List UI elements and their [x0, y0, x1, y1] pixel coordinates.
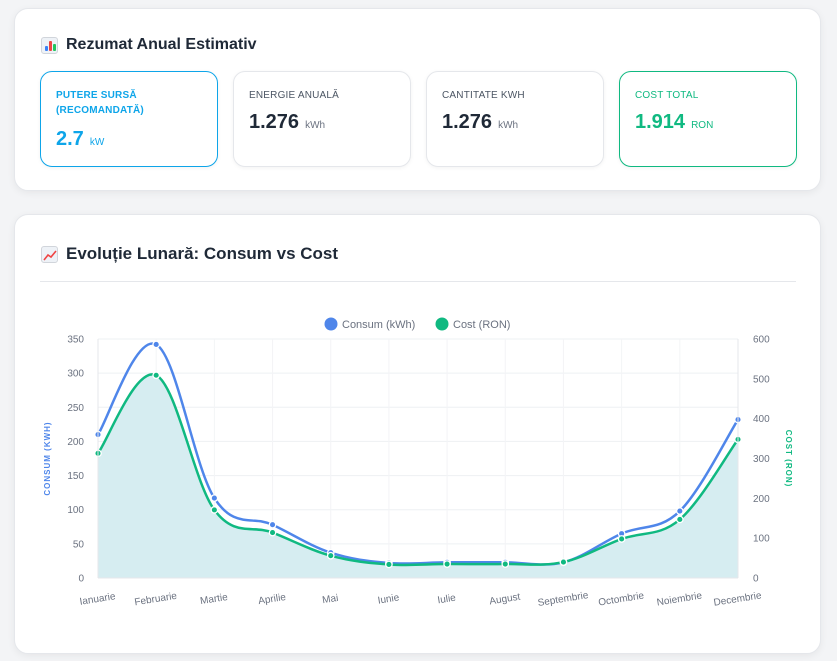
summary-title: Rezumat Anual Estimativ — [41, 36, 257, 54]
stat-label: COST TOTAL — [635, 90, 699, 101]
chart-title: Evoluție Lunară: Consum vs Cost — [41, 244, 338, 264]
stat-value: 1.276 — [442, 111, 493, 133]
y-right-axis-title: COST (RON) — [784, 430, 793, 488]
summary-title-text: Rezumat Anual Estimativ — [66, 36, 257, 53]
annual-summary-card: Rezumat Anual Estimativ PUTERE SURSĂ (RE… — [14, 8, 821, 191]
cost-point — [210, 506, 219, 514]
stat-unit: kWh — [498, 120, 519, 131]
stat-label: ENERGIE ANUALĂ — [249, 90, 340, 101]
cost-line — [96, 373, 740, 567]
legend-cost-label: Cost (RON) — [453, 319, 510, 331]
y-right-tick-label: 0 — [753, 574, 759, 585]
y-left-tick-label: 150 — [67, 471, 84, 482]
x-tick-label: Noiembrie — [656, 590, 703, 608]
stat-value: 2.7 — [56, 128, 84, 150]
y-right-tick-label: 300 — [753, 454, 770, 465]
stat-total-cost: COST TOTAL 1.914 RON — [619, 71, 797, 167]
cost-point — [385, 560, 393, 569]
x-tick-label: Iunie — [377, 592, 401, 606]
stat-label: PUTERE SURSĂ (RECOMANDATĂ) — [56, 90, 144, 116]
x-tick-label: Martie — [199, 592, 229, 607]
x-tick-label: Februarie — [134, 591, 178, 609]
x-tick-label: Mai — [322, 593, 340, 606]
x-tick-label: Ianuarie — [79, 591, 117, 608]
x-tick-label: Aprilie — [258, 592, 288, 607]
monthly-chart-card: Evoluție Lunară: Consum vs Cost 0 50 100 15… — [14, 214, 821, 654]
y-right-tick-label: 400 — [753, 414, 770, 425]
y-left-tick-label: 0 — [78, 574, 84, 585]
cost-point — [152, 371, 161, 380]
y-right-tick-label: 500 — [753, 374, 770, 385]
legend-consum-label: Consum (kWh) — [342, 319, 415, 331]
cost-point — [559, 558, 568, 566]
y-left-tick-label: 100 — [67, 505, 84, 516]
bar-chart-icon — [41, 36, 58, 54]
cost-area-fill — [98, 374, 738, 578]
y-left-tick-label: 50 — [73, 539, 85, 550]
cost-point — [268, 528, 277, 537]
y-right-tick-label: 600 — [753, 335, 770, 346]
x-tick-label: Octombrie — [598, 590, 646, 608]
cost-point — [501, 560, 510, 568]
consum-point — [675, 507, 684, 515]
cost-point — [675, 515, 684, 524]
cost-point — [617, 535, 626, 543]
x-tick-label: August — [489, 592, 522, 608]
stat-source-power: PUTERE SURSĂ (RECOMANDATĂ) 2.7 kW — [40, 71, 218, 167]
stat-unit: kW — [89, 137, 105, 148]
x-tick-label: Iulie — [437, 593, 457, 607]
y-right-tick-label: 100 — [753, 534, 770, 545]
stat-unit: kWh — [305, 120, 326, 131]
monthly-line-chart: 0 50 100 150 200 250 300 350 0 100 200 300 400 500 600… — [43, 317, 793, 609]
cost-point — [326, 551, 335, 560]
x-tick-label: Septembrie — [537, 590, 590, 609]
y-left-tick-label: 300 — [67, 369, 84, 380]
legend-consum-swatch — [324, 317, 338, 331]
stat-value: 1.914 — [635, 111, 686, 133]
y-right-tick-label: 200 — [753, 494, 770, 505]
chart-title-text: Evoluție Lunară: Consum vs Cost — [66, 244, 339, 263]
x-tick-label: Decembrie — [713, 590, 763, 608]
stat-unit: RON — [691, 120, 714, 131]
y-left-tick-label: 200 — [67, 437, 84, 448]
line-chart-icon — [41, 245, 58, 263]
y-left-tick-label: 350 — [67, 335, 84, 346]
consum-point — [210, 494, 219, 502]
chart-divider — [40, 281, 796, 282]
consum-point — [152, 340, 161, 349]
y-left-tick-label: 250 — [67, 403, 84, 414]
legend-cost-swatch — [435, 317, 449, 331]
stat-label: CANTITATE KWH — [442, 90, 525, 101]
stat-value: 1.276 — [249, 111, 300, 133]
y-left-axis-title: CONSUM (KWH) — [43, 421, 52, 495]
stat-annual-energy: ENERGIE ANUALĂ 1.276 kWh — [233, 71, 411, 167]
stat-kwh-quantity: CANTITATE KWH 1.276 kWh — [426, 71, 604, 167]
cost-point — [443, 560, 451, 568]
consum-point — [268, 520, 277, 529]
